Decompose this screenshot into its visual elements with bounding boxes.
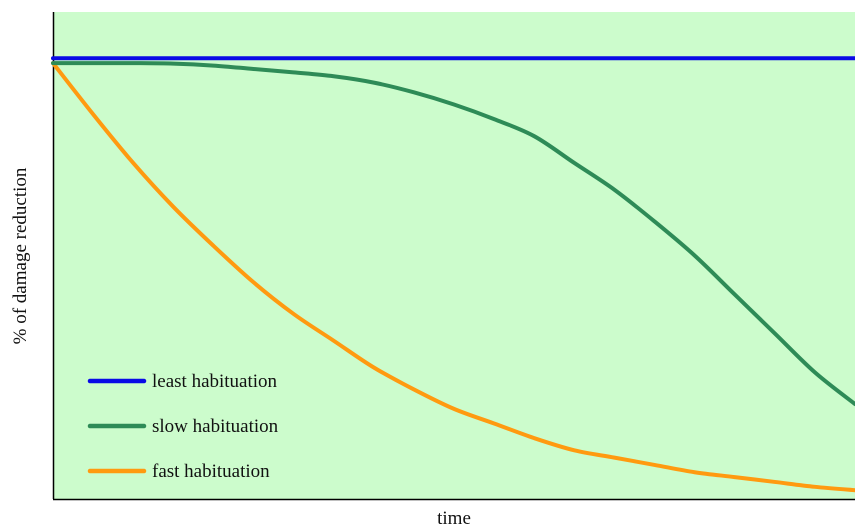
plot-area xyxy=(53,12,855,499)
series-layer xyxy=(51,56,855,493)
legend-label-2: fast habituation xyxy=(152,461,270,482)
legend-label-0: least habituation xyxy=(152,371,278,392)
series-line-1 xyxy=(51,61,855,407)
y-axis-title: % of damage reduction xyxy=(10,167,31,344)
series-line-2 xyxy=(51,61,855,493)
legend-label-1: slow habituation xyxy=(152,416,279,437)
legend: least habituation slow habituation fast ha… xyxy=(87,371,279,482)
x-axis-title: time xyxy=(437,508,471,529)
